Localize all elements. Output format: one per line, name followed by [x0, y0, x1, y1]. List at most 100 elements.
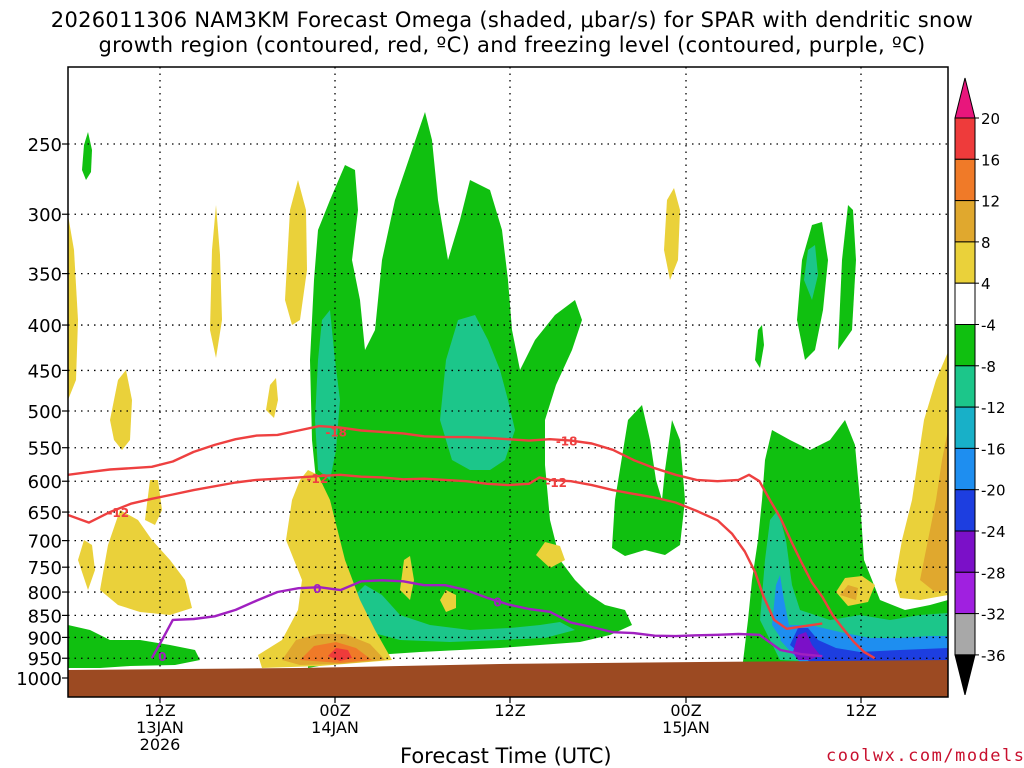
x-tick-label: 13JAN	[136, 718, 184, 737]
y-tick-label: 450	[28, 361, 62, 382]
y-tick-label: 950	[28, 649, 62, 670]
omega-region-yellow-lower-left-3	[145, 480, 162, 525]
chart-title-line-2: growth region (contoured, red, ºC) and f…	[98, 33, 926, 57]
grid-lines	[68, 67, 948, 697]
colorbar-swatch	[954, 324, 976, 367]
plot-frame	[67, 66, 949, 698]
colorbar-label: 20	[981, 110, 1000, 128]
x-axis-title: Forecast Time (UTC)	[400, 744, 612, 768]
y-tick-label: 600	[28, 472, 62, 493]
omega-region-deep-blue	[790, 628, 948, 662]
x-tick-label: 12Z	[494, 701, 525, 720]
y-tick-label: 350	[28, 265, 62, 286]
omega-region-yellow-upper-left-b	[68, 215, 78, 400]
omega-region-yellow-mid-i	[536, 542, 565, 568]
omega-region-yellow-left	[100, 510, 192, 615]
contour-line--18	[68, 424, 876, 660]
credit-text: coolwx.com/models	[826, 746, 1024, 766]
omega-region-orange-right	[920, 430, 948, 592]
y-tick-label: 1000	[16, 669, 62, 690]
y-tick-label: 250	[28, 135, 62, 156]
colorbar-label: 12	[981, 193, 1000, 211]
colorbar-label: -32	[981, 606, 1006, 624]
omega-region-yellow-upper-e	[266, 378, 278, 418]
contour-label: -12	[107, 506, 129, 520]
x-tick-label: 12Z	[845, 701, 876, 720]
omega-region-teal-low	[350, 585, 575, 642]
colorbar-top-arrow	[954, 77, 976, 119]
contour-label: 0	[493, 596, 501, 610]
omega-region-yellow	[258, 470, 392, 668]
y-tick-label: 900	[28, 628, 62, 649]
y-tick-label: 500	[28, 402, 62, 423]
omega-region-yellow-upper-f	[664, 188, 680, 280]
colorbar-label: -12	[981, 399, 1006, 417]
colorbar-label: -16	[981, 440, 1006, 458]
contour-lines: -12 -12 -12 -18 -18 0 0 0	[68, 424, 876, 664]
colorbar-swatch	[954, 117, 976, 160]
contour-label: -18	[556, 435, 578, 449]
colorbar-bottom-arrow	[954, 654, 976, 696]
y-tick-label: 850	[28, 606, 62, 627]
y-tick-label: 700	[28, 532, 62, 553]
omega-shading	[68, 112, 948, 670]
contour-label: 0	[313, 582, 321, 596]
contour-label: 0	[158, 650, 166, 664]
colorbar-swatch	[954, 406, 976, 449]
omega-region-blue	[772, 575, 790, 640]
colorbar-swatch	[954, 241, 976, 284]
ground-surface	[68, 670, 948, 697]
colorbar-label: -36	[981, 647, 1006, 665]
omega-region-green-lower-left	[68, 625, 200, 668]
x-tick-label: 15JAN	[662, 718, 710, 737]
omega-region-teal	[315, 310, 340, 480]
omega-region-yellow-upper-left-c	[210, 205, 222, 358]
colorbar-swatch	[954, 571, 976, 615]
ground-surface-edge	[68, 660, 948, 672]
omega-region-yellow-upper-d	[285, 180, 307, 325]
omega-region-yellow-mid-g	[400, 556, 414, 600]
y-tick-label: 650	[28, 503, 62, 524]
colorbar-label: -4	[981, 317, 996, 335]
omega-region-yellow-upper-left-a	[110, 370, 132, 450]
omega-region-green-small-upper-left	[82, 132, 92, 180]
chart-title-line-1: 2026011306 NAM3KM Forecast Omega (shaded…	[50, 8, 974, 32]
colorbar-swatch	[954, 489, 976, 532]
omega-region-yellow-left-2	[78, 540, 95, 590]
colorbar-label: -20	[981, 482, 1006, 500]
y-tick-label: 400	[28, 316, 62, 337]
x-tick-label: 00Z	[670, 701, 701, 720]
contour-line--12	[68, 473, 823, 630]
contour-line-0	[150, 579, 823, 659]
colorbar-label: -24	[981, 523, 1006, 541]
x-tick-label: 14JAN	[311, 718, 359, 737]
omega-region-yellow-mid-h	[440, 590, 456, 612]
x-tick-label: 2026	[140, 735, 181, 754]
omega-region-teal-upper-right	[804, 245, 818, 300]
colorbar-label: 16	[981, 151, 1000, 169]
omega-region-green-mid-right-strip	[755, 325, 764, 368]
colorbar-label: -28	[981, 564, 1006, 582]
contour-label: -18	[325, 425, 347, 439]
colorbar-swatch	[954, 530, 976, 573]
colorbar-swatch	[954, 158, 976, 202]
colorbar-label: 8	[981, 234, 991, 252]
colorbar-label: -8	[981, 358, 996, 376]
omega-region-teal-mid	[440, 315, 515, 470]
y-tick-label: 750	[28, 558, 62, 579]
omega-region-yellow-mid-strip	[300, 530, 318, 625]
omega-region-teal-right	[760, 510, 948, 662]
y-tick-label: 550	[28, 439, 62, 460]
y-tick-label: 800	[28, 583, 62, 604]
omega-region-green-middle	[612, 405, 685, 556]
colorbar-swatch	[954, 613, 976, 656]
y-axis: 2503003504004505005506006507007508008509…	[16, 135, 68, 690]
contour-label: -12	[545, 476, 567, 490]
y-tick-label: 300	[28, 205, 62, 226]
x-tick-label: 00Z	[319, 701, 350, 720]
x-tick-label: 12Z	[144, 701, 175, 720]
colorbar-swatch	[954, 365, 976, 408]
contour-label: -12	[306, 472, 328, 486]
